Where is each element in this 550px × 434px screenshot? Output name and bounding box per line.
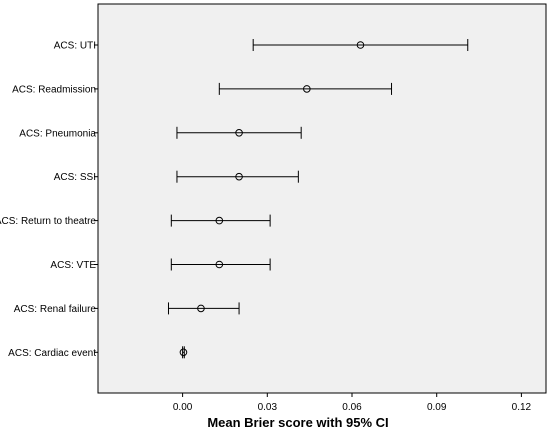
category-label-acs-vte: ACS: VTE [50, 260, 96, 271]
category-label-acs-cardiac-event: ACS: Cardiac event [8, 348, 96, 359]
data-marks [167, 39, 469, 359]
category-label-acs-uti: ACS: UTI [54, 41, 96, 52]
mean-point-acs-renal-failure [197, 304, 205, 313]
plot-area [97, 3, 547, 394]
mean-point-acs-readmission [303, 85, 311, 93]
x-tick-label-0: 0.00 [173, 402, 193, 413]
x-tick-label-3: 0.09 [427, 402, 447, 413]
mean-point-acs-return-to-theatre [215, 216, 224, 225]
category-labels: ACS: UTI ACS: Readmission ACS: Pneumonia AC… [0, 41, 98, 359]
mean-point-acs-vte [215, 260, 224, 269]
category-label-acs-pneumonia: ACS: Pneumonia [19, 128, 96, 139]
mean-point-acs-cardiac-event [179, 348, 188, 357]
x-axis-title: Mean Brier score with 95% CI [207, 415, 388, 430]
category-label-acs-renal-failure: ACS: Renal failure [14, 304, 97, 315]
category-label-acs-ssi: ACS: SSI [54, 172, 96, 183]
mean-point-acs-ssi [235, 172, 243, 181]
x-tick-label-4: 0.12 [512, 402, 532, 413]
category-label-acs-readmission: ACS: Readmission [12, 84, 96, 95]
x-tick-label-1: 0.03 [258, 402, 278, 413]
x-axis-ticks: 0.00 0.03 0.06 0.09 0.12 [173, 393, 532, 413]
category-label-acs-return-to-theatre: ACS: Return to theatre [0, 216, 96, 227]
mean-point-acs-uti [356, 41, 365, 49]
x-tick-label-2: 0.06 [342, 402, 362, 413]
mean-point-acs-pneumonia [235, 129, 243, 137]
